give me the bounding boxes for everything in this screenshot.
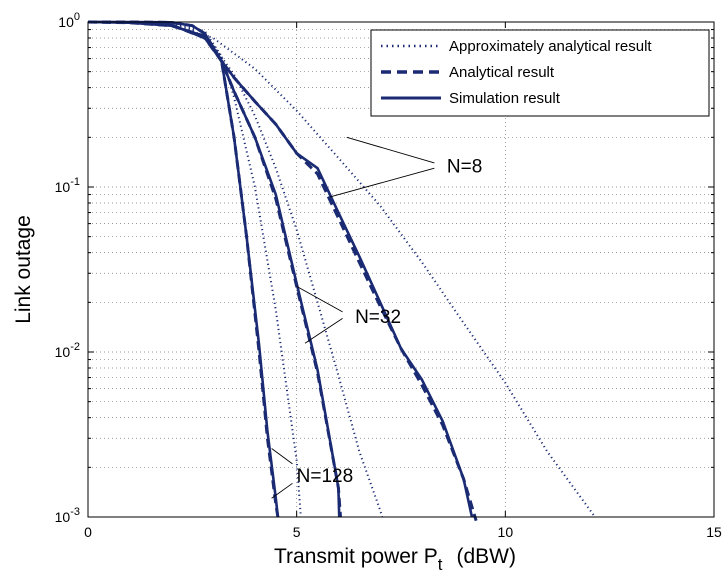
y-tick-label: 10-3 bbox=[55, 506, 80, 525]
x-tick-label: 15 bbox=[706, 524, 722, 540]
y-tick-base: 10 bbox=[55, 179, 71, 195]
x-tick-label: 10 bbox=[498, 524, 514, 540]
x-axis-title-unit: (dBW) bbox=[457, 545, 517, 568]
y-tick-label: 100 bbox=[58, 11, 80, 30]
y-tick-base: 10 bbox=[55, 344, 71, 360]
y-tick-base: 10 bbox=[55, 509, 71, 525]
y-tick-exponent: 0 bbox=[74, 11, 80, 23]
x-tick-label: 0 bbox=[84, 524, 92, 540]
axes-frame bbox=[87, 21, 715, 518]
legend-label: Simulation result bbox=[449, 90, 561, 107]
annotation-label: N=128 bbox=[297, 466, 354, 487]
x-axis-title-main: Transmit power P bbox=[274, 545, 438, 568]
y-tick-label: 10-1 bbox=[55, 176, 80, 195]
annotation-pointer bbox=[296, 285, 343, 313]
annotation-pointer bbox=[304, 317, 343, 344]
legend-box bbox=[370, 29, 710, 117]
y-tick-exponent: -3 bbox=[70, 506, 80, 518]
x-axis-title: Transmit power Pt (dBW) bbox=[274, 545, 516, 574]
annotation-pointer bbox=[271, 448, 293, 465]
y-tick-exponent: -2 bbox=[70, 341, 80, 353]
legend-label: Analytical result bbox=[449, 64, 555, 81]
series-line-n8-dotted bbox=[87, 21, 596, 518]
annotation-label: N=32 bbox=[355, 307, 401, 328]
y-tick-base: 10 bbox=[58, 14, 74, 30]
annotation-pointer bbox=[271, 482, 293, 499]
annotation-label: N=8 bbox=[447, 156, 482, 177]
legend-label: Approximately analytical result bbox=[449, 38, 652, 55]
annotation-pointer bbox=[346, 136, 435, 164]
x-axis-title-subscript: t bbox=[438, 555, 443, 574]
y-tick-label: 10-2 bbox=[55, 341, 80, 360]
annotation-pointer bbox=[329, 167, 435, 198]
y-axis-title: Link outage bbox=[12, 215, 35, 324]
legend: Approximately analytical result Analytica… bbox=[370, 29, 710, 117]
annotations: N=8 N=32 N=128 bbox=[271, 136, 482, 499]
y-tick-exponent: -1 bbox=[70, 176, 80, 188]
series-line-n32-solid bbox=[87, 20, 341, 518]
x-tick-label: 5 bbox=[293, 524, 301, 540]
